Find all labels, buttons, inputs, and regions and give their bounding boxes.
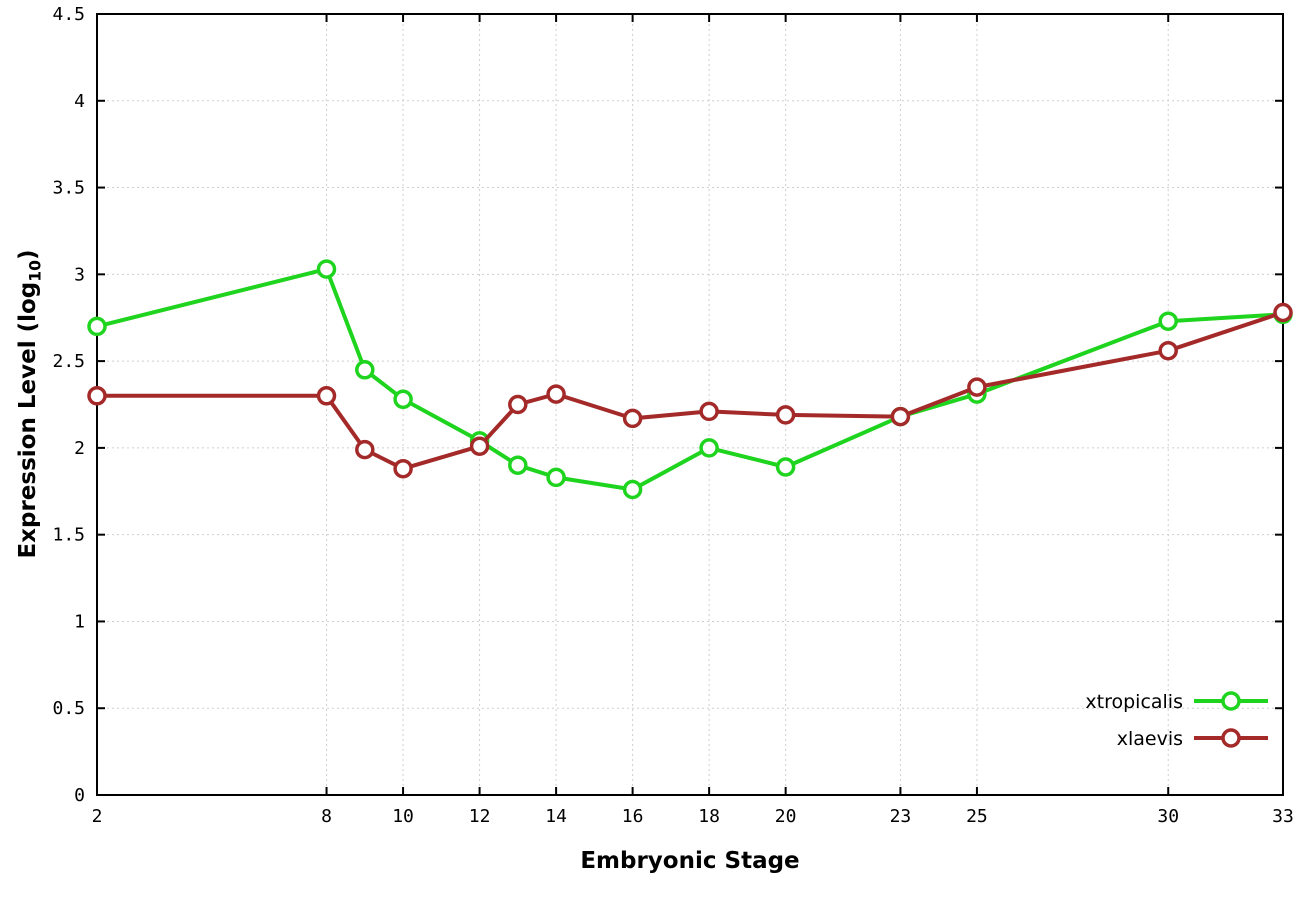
y-axis-label-prefix: Expression Level (log [15, 281, 41, 559]
data-point-xlaevis [967, 377, 987, 397]
x-axis-label: Embryonic Stage [97, 848, 1283, 874]
data-point-xtropicalis [316, 259, 337, 279]
y-tick-label: 3.5 [52, 178, 85, 199]
data-point-xtropicalis [622, 479, 643, 500]
data-point-xlaevis [316, 386, 337, 406]
series-line-xtropicalis [95, 267, 1285, 492]
data-point-xlaevis [622, 408, 643, 429]
legend-sample-marker-xlaevis [1221, 728, 1241, 748]
legend-sample-marker-xtropicalis [1221, 691, 1241, 711]
data-point-xlaevis [1273, 302, 1293, 323]
x-tick-label: 20 [775, 806, 797, 827]
series-line-xlaevis [95, 310, 1285, 471]
y-tick-label: 2 [74, 438, 85, 459]
data-point-xtropicalis [1158, 311, 1178, 331]
y-tick-label: 2.5 [52, 351, 85, 372]
x-tick-label: 30 [1157, 806, 1179, 827]
data-point-xtropicalis [508, 455, 528, 475]
data-point-xtropicalis [546, 467, 566, 488]
legend-label-xlaevis: xlaevis [1117, 728, 1183, 750]
legend-label-xtropicalis: xtropicalis [1085, 691, 1183, 713]
x-tick-label: 18 [698, 806, 720, 827]
data-point-xlaevis [546, 384, 566, 404]
data-point-xtropicalis [775, 457, 796, 477]
y-tick-label: 4 [74, 91, 85, 112]
x-tick-label: 12 [469, 806, 491, 827]
y-tick-label: 1.5 [52, 525, 85, 546]
data-point-xtropicalis [393, 389, 413, 410]
data-point-xlaevis [87, 386, 107, 406]
x-tick-label: 8 [321, 806, 332, 827]
y-axis-label: Expression Level (log10) [15, 12, 45, 796]
y-axis-label-suffix: ) [15, 249, 41, 260]
y-tick-label: 3 [74, 264, 85, 285]
x-tick-label: 14 [545, 806, 567, 827]
x-tick-label: 33 [1272, 806, 1294, 827]
data-point-xlaevis [355, 439, 375, 460]
x-tick-label: 16 [622, 806, 644, 827]
y-tick-label: 0 [74, 785, 85, 806]
y-tick-label: 0.5 [52, 698, 85, 719]
data-point-xtropicalis [699, 438, 719, 458]
data-point-xlaevis [508, 394, 528, 415]
y-axis-label-subscript: 10 [25, 259, 45, 282]
data-point-xlaevis [469, 436, 490, 456]
x-tick-label: 23 [890, 806, 912, 827]
y-tick-label: 1 [74, 611, 85, 632]
data-point-xlaevis [775, 405, 796, 425]
x-axis-label-text: Embryonic Stage [580, 848, 800, 874]
plot-border [96, 13, 1284, 796]
x-tick-label: 25 [966, 806, 988, 827]
data-point-xlaevis [890, 406, 911, 427]
y-tick-label: 4.5 [52, 4, 85, 25]
data-point-xlaevis [393, 458, 413, 479]
x-tick-label: 10 [392, 806, 414, 827]
data-point-xlaevis [699, 401, 719, 422]
data-point-xtropicalis [87, 316, 107, 337]
x-tick-label: 2 [92, 806, 103, 827]
data-point-xlaevis [1158, 340, 1178, 361]
data-point-xtropicalis [355, 360, 375, 380]
